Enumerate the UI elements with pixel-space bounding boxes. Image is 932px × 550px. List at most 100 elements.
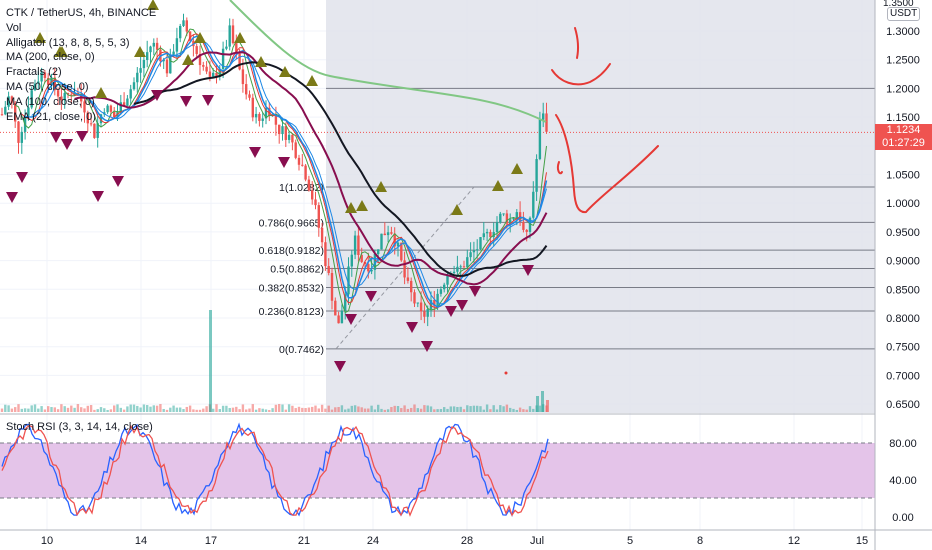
candle-body xyxy=(109,105,113,112)
legend-ma200[interactable]: MA (200, close, 0) xyxy=(6,51,95,64)
price-label: 0.9500 xyxy=(886,227,920,239)
fractal-up-marker xyxy=(451,204,463,215)
volume-bar xyxy=(50,407,53,412)
volume-bar xyxy=(175,407,179,412)
volume-bar xyxy=(218,409,221,412)
candle-body xyxy=(162,59,165,62)
candle-body xyxy=(403,260,406,278)
symbol-title[interactable]: CTK / TetherUS, 4h, BINANCE xyxy=(6,7,157,19)
legend-ma100[interactable]: MA (100, close, 0) xyxy=(6,95,95,108)
volume-bar xyxy=(297,406,301,412)
volume-bar xyxy=(393,405,396,412)
legend-ma50[interactable]: MA (50, close, 0) xyxy=(6,80,89,93)
volume-bar xyxy=(238,409,241,412)
volume-bar xyxy=(476,405,479,412)
price-label: 1.2000 xyxy=(886,83,920,95)
volume-bar xyxy=(324,408,327,412)
volume-bar xyxy=(505,404,509,412)
volume-bar xyxy=(205,406,208,412)
price-label: 0.6500 xyxy=(886,399,920,411)
candle-body xyxy=(320,227,324,243)
fractal-down-marker xyxy=(61,139,73,150)
volume-bar xyxy=(43,409,47,412)
volume-bar xyxy=(462,409,466,412)
volume-bar xyxy=(320,404,324,412)
volume-bar xyxy=(472,405,476,412)
candle-body xyxy=(515,212,518,219)
candle-body xyxy=(522,221,525,230)
indicator-legend: CTK / TetherUS, 4h, BINANCE Vol Alligato… xyxy=(6,6,156,124)
candle-body xyxy=(509,219,512,224)
volume-bar xyxy=(380,408,383,412)
stoch-axis[interactable]: 80.00 40.00 0.00 xyxy=(889,438,917,524)
volume-bar xyxy=(27,408,30,412)
time-label: 5 xyxy=(627,535,633,547)
volume-bar xyxy=(294,408,297,412)
stoch-band xyxy=(0,443,875,498)
volume-bar xyxy=(225,405,228,412)
candle-body xyxy=(40,72,43,82)
candle-body xyxy=(235,43,238,54)
candle-body xyxy=(264,107,268,119)
candle-body xyxy=(251,97,254,118)
volume-bar xyxy=(40,406,43,412)
volume-bars xyxy=(0,310,549,412)
fractal-up-marker xyxy=(134,46,146,57)
volume-bar xyxy=(419,408,423,412)
candle-body xyxy=(377,249,380,255)
legend-fractals[interactable]: Fractals (2) xyxy=(6,66,62,79)
candle-body xyxy=(344,294,347,311)
candle-body xyxy=(390,232,393,234)
price-label-top: 1.3500 xyxy=(883,0,914,9)
volume-bar xyxy=(47,406,50,412)
candle-body xyxy=(218,68,221,77)
legend-ema21[interactable]: EMA (21, close, 0) xyxy=(6,110,96,123)
volume-bar xyxy=(70,405,73,412)
candle-body xyxy=(17,121,20,143)
volume-bar xyxy=(215,404,218,412)
candle-body xyxy=(410,280,413,293)
ma50-line xyxy=(74,51,548,286)
legend-alligator[interactable]: Alligator (13, 8, 8, 5, 5, 3) xyxy=(6,36,130,49)
fibonacci-retracement[interactable]: 1(1.0282)0.786(0.9665)0.618(0.9182)0.5(0… xyxy=(0,87,875,356)
volume-bar xyxy=(377,404,380,412)
candle-body xyxy=(37,81,40,84)
volume-bar xyxy=(311,406,314,412)
candle-body xyxy=(132,82,136,90)
volume-bar xyxy=(162,408,165,412)
fib-level-label: 0.5(0.8862) xyxy=(270,264,324,276)
candle-body xyxy=(53,77,56,91)
candle-body xyxy=(426,308,429,317)
volume-bar xyxy=(383,409,386,412)
candle-body xyxy=(476,249,479,251)
fractal-down-marker xyxy=(50,132,62,143)
candle-body xyxy=(347,266,350,295)
candle-body xyxy=(357,235,360,256)
candle-body xyxy=(86,112,89,124)
time-axis[interactable]: 10 14 17 21 24 28 Jul 5 8 12 15 xyxy=(41,535,868,547)
candle-body xyxy=(4,106,7,115)
candle-body xyxy=(198,53,202,66)
candle-body xyxy=(182,20,185,26)
volume-bar xyxy=(396,406,400,412)
candle-body xyxy=(225,46,228,49)
volume-bar xyxy=(152,405,155,412)
volume-bar xyxy=(502,406,505,412)
fractal-up-marker xyxy=(255,56,267,67)
volume-bar xyxy=(0,408,4,412)
candle-body xyxy=(228,25,231,47)
volume-bar xyxy=(443,407,446,412)
candle-body xyxy=(324,242,327,267)
currency-badge[interactable]: USDT xyxy=(887,7,921,21)
candle-body xyxy=(532,191,535,218)
fractal-up-marker xyxy=(279,66,291,77)
volume-bar xyxy=(482,409,485,412)
hand-drawn-annotations[interactable] xyxy=(504,27,659,375)
price-axis[interactable]: 1.30001.25001.20001.15001.10001.05001.00… xyxy=(886,26,920,411)
candle-body xyxy=(452,271,456,274)
stoch-rsi-legend[interactable]: Stoch RSI (3, 3, 14, 14, close) xyxy=(6,421,153,433)
candle-body xyxy=(268,107,271,116)
legend-volume[interactable]: Vol xyxy=(6,21,22,34)
candle-body xyxy=(535,159,538,192)
